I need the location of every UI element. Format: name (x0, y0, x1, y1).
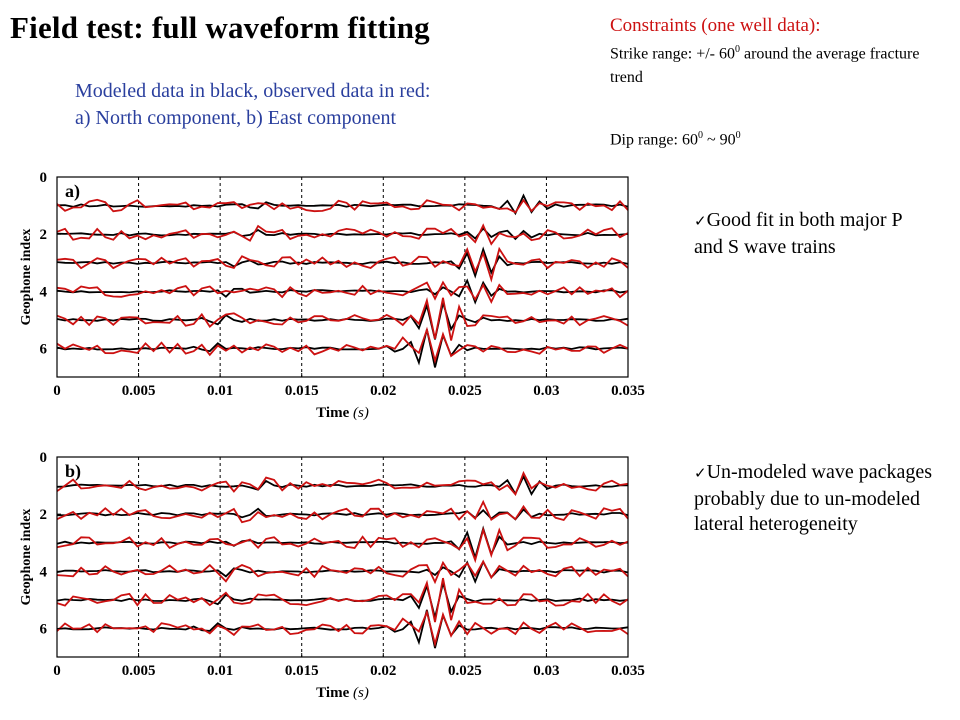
trace-1-series-2 (56, 470, 629, 497)
subtitle-line-2: a) North component, b) East component (75, 107, 397, 129)
trace-6-series-2 (56, 326, 629, 365)
dip-range: Dip range: 600 ~ 900 (610, 130, 741, 149)
x-tick-label: 0 (53, 663, 61, 679)
y-tick-label: 6 (40, 341, 48, 357)
dip-degree-2: 0 (735, 130, 741, 141)
x-axis-label-unit: (s) (353, 405, 369, 421)
strike-prefix: Strike range: +/- 60 (610, 45, 735, 63)
y-tick-label: 2 (40, 227, 48, 243)
x-axis-label-main: Time (316, 405, 353, 421)
y-axis-label: Geophone index (19, 229, 34, 326)
x-tick-label: 0.02 (370, 663, 396, 679)
x-axis-label-main: Time (316, 685, 353, 701)
dip-degree-1: 0 (697, 130, 703, 141)
x-tick-label: 0.025 (448, 383, 482, 399)
trace-1-series-1 (56, 474, 629, 496)
panel-label: a) (65, 181, 80, 202)
x-axis-label-unit: (s) (353, 685, 369, 701)
x-tick-label: 0.035 (611, 663, 645, 679)
x-tick-label: 0.005 (122, 663, 156, 679)
checkmark-icon: ✓ (694, 466, 707, 482)
bullet-unmodeled: ✓Un-modeled wave packages probably due t… (694, 460, 954, 537)
trace-5-series-2 (56, 297, 629, 341)
trace-2-series-2 (56, 223, 629, 246)
bullet-good-fit: ✓Good fit in both major P and S wave tra… (694, 208, 924, 260)
x-tick-label: 0 (53, 383, 61, 399)
y-tick-label: 4 (40, 564, 48, 580)
x-tick-label: 0.03 (533, 383, 559, 399)
checkmark-icon: ✓ (694, 214, 707, 230)
y-tick-label: 4 (40, 284, 48, 300)
trace-4-series-2 (56, 559, 629, 585)
x-axis-label: Time (s) (316, 685, 369, 701)
subtitle: Modeled data in black, observed data in … (75, 78, 430, 132)
plot-frame (56, 456, 629, 658)
y-tick-label: 6 (40, 621, 48, 637)
x-tick-label: 0.015 (285, 663, 319, 679)
plot-frame (56, 176, 629, 378)
trace-2-series-2 (56, 499, 629, 524)
trace-2-series-1 (56, 227, 629, 241)
x-tick-label: 0.035 (611, 383, 645, 399)
trace-6-series-1 (56, 609, 629, 649)
subtitle-line-1: Modeled data in black, observed data in … (75, 80, 431, 102)
trace-3-series-2 (56, 526, 629, 564)
trace-1-series-2 (56, 198, 629, 214)
strike-suffix: around the average fracture trend (610, 45, 920, 87)
chart-panel-a: 0 0.005 0.01 0.015 0.02 0.025 0.03 0.035 0 2 4 6 Tim… (19, 170, 645, 421)
bullet-text: Un-modeled wave packages probably due to… (694, 461, 933, 535)
trace-3-series-2 (56, 246, 629, 283)
x-tick-label: 0.03 (533, 663, 559, 679)
slide-title: Field test: full waveform fitting (10, 10, 430, 45)
trace-4-series-2 (56, 280, 629, 304)
bullet-text: Good fit in both major P and S wave trai… (694, 209, 902, 258)
dip-prefix: Dip range: 60 (610, 131, 698, 149)
dip-mid: ~ 90 (702, 131, 736, 149)
chart-panel-b: 0 0.005 0.01 0.015 0.02 0.025 0.03 0.035 0 2 4 6 Tim… (19, 450, 645, 701)
constraints-heading: Constraints (one well data): (610, 15, 821, 36)
x-tick-label: 0.025 (448, 663, 482, 679)
panel-label: b) (65, 461, 81, 482)
x-tick-label: 0.015 (285, 383, 319, 399)
trace-3-series-1 (56, 525, 629, 561)
constraints-box: Constraints (one well data): Strike rang… (610, 14, 950, 90)
trace-6-series-2 (56, 609, 629, 648)
x-tick-label: 0.02 (370, 383, 396, 399)
y-tick-label: 0 (40, 450, 48, 466)
x-tick-label: 0.005 (122, 383, 156, 399)
x-tick-label: 0.01 (207, 383, 233, 399)
trace-5-series-2 (56, 577, 629, 623)
strike-range: Strike range: +/- 600 around the average… (610, 38, 950, 90)
strike-degree: 0 (735, 44, 740, 55)
y-tick-label: 0 (40, 170, 48, 186)
y-tick-label: 2 (40, 507, 48, 523)
x-axis-label: Time (s) (316, 405, 369, 421)
x-tick-label: 0.01 (207, 663, 233, 679)
y-axis-label: Geophone index (19, 509, 34, 606)
